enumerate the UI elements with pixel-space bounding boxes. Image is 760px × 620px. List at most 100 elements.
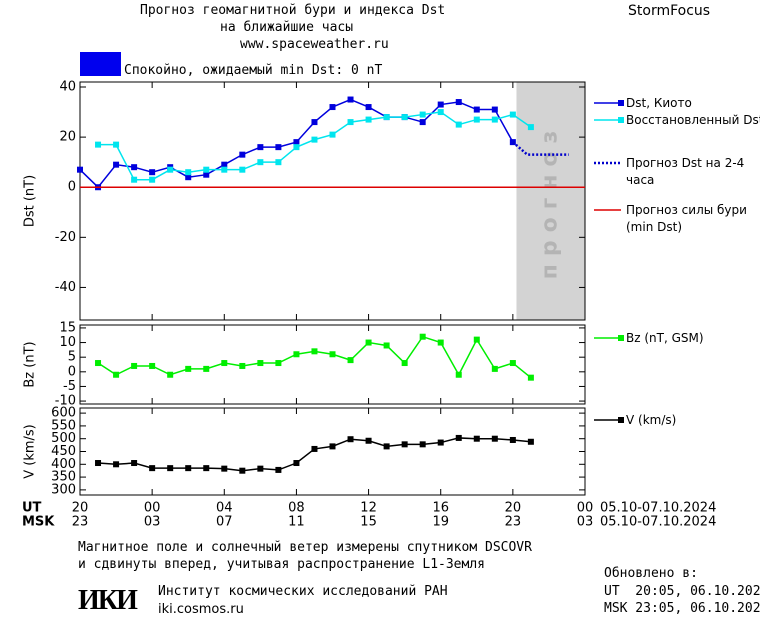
url: www.spaceweather.ru: [240, 37, 389, 52]
y-tick-label: -20: [55, 230, 76, 245]
legend-swatch: [618, 335, 624, 341]
ut-label: UT: [22, 501, 42, 516]
data-point: [113, 161, 120, 168]
legend-label: V (km/s): [626, 413, 677, 427]
msk-label: MSK: [22, 515, 55, 530]
data-point: [347, 119, 354, 126]
legend-swatch: [618, 100, 624, 106]
data-point: [149, 176, 156, 183]
updated-msk: MSK 23:05, 06.10.2024: [604, 601, 760, 616]
legend-label: Прогноз Dst на 2-4 часа: [626, 156, 745, 187]
data-point: [491, 365, 498, 372]
data-point: [311, 136, 318, 143]
data-point: [293, 351, 300, 358]
y-tick-label: 400: [51, 457, 76, 472]
y-tick-label: 550: [51, 418, 76, 433]
data-point: [473, 106, 480, 113]
data-point: [491, 435, 498, 442]
legend-swatch: [618, 417, 624, 423]
legend-label: Dst, Киото: [626, 96, 692, 110]
updated-label: Обновлено в:: [604, 566, 698, 581]
data-point: [365, 116, 372, 123]
data-point: [95, 360, 102, 367]
data-point: [347, 357, 354, 364]
data-point: [221, 161, 228, 168]
y-tick-label: 350: [51, 470, 76, 485]
data-point: [383, 443, 390, 450]
data-point: [257, 159, 264, 166]
data-point: [185, 174, 192, 181]
y-tick-label: -40: [55, 280, 76, 295]
data-point: [239, 467, 246, 474]
data-point: [455, 121, 462, 128]
data-point: [311, 445, 318, 452]
title: Прогноз геомагнитной бури и индекса Dst: [140, 3, 446, 18]
data-point: [491, 116, 498, 123]
data-point: [329, 131, 336, 138]
data-point: [77, 166, 83, 173]
data-point: [437, 339, 444, 346]
data-point: [221, 166, 228, 173]
data-point: [239, 151, 246, 158]
x-tick-label: 20: [505, 501, 522, 516]
data-point: [167, 465, 174, 472]
status-indicator: [80, 52, 121, 76]
x-tick-label: 08: [288, 501, 305, 516]
data-point: [149, 362, 156, 369]
data-point: [131, 362, 138, 369]
logo: ИКИ: [78, 585, 138, 616]
site: iki.cosmos.ru: [158, 602, 244, 617]
data-point: [221, 360, 228, 367]
data-point: [275, 466, 282, 473]
x-tick-label: 16: [432, 501, 449, 516]
y-tick-label: 500: [51, 431, 76, 446]
data-point: [419, 333, 426, 340]
data-point: [401, 114, 408, 121]
x-tick-label-msk: 23: [505, 515, 522, 530]
data-point: [473, 116, 480, 123]
data-point: [365, 437, 372, 444]
legend-label: Bz (nT, GSM): [626, 331, 704, 345]
data-point: [275, 144, 282, 151]
data-point: [203, 465, 210, 472]
data-point: [167, 166, 174, 173]
data-point: [257, 360, 264, 367]
plot-frame: [79, 81, 586, 321]
data-point: [365, 339, 372, 346]
data-point: [437, 109, 444, 116]
legend-label: Восстановленный Dst: [626, 113, 760, 127]
series-line: [97, 437, 531, 472]
data-point: [401, 441, 408, 448]
data-point: [293, 144, 300, 151]
y-tick-label: -5: [63, 379, 76, 394]
y-axis-title: Bz (nT): [23, 341, 38, 387]
plot-frame: [79, 407, 586, 496]
note: и сдвинуты вперед, учитывая распростране…: [78, 557, 485, 572]
plot-frame: [79, 324, 586, 405]
institute: Институт космических исследований РАН: [158, 584, 448, 599]
data-point: [329, 351, 336, 358]
data-point: [419, 111, 426, 118]
data-point: [509, 436, 516, 443]
data-point: [257, 144, 264, 151]
x-tick-label-msk: 23: [72, 515, 89, 530]
data-point: [455, 434, 462, 441]
data-point: [437, 101, 444, 108]
y-tick-label: 0: [68, 180, 76, 195]
data-point: [185, 465, 192, 472]
y-tick-label: 600: [51, 406, 76, 421]
data-point: [491, 106, 498, 113]
data-point: [275, 159, 282, 166]
data-point: [401, 360, 408, 367]
ut-dates: 05.10-07.10.2024: [600, 501, 716, 516]
y-tick-label: 450: [51, 444, 76, 459]
x-tick-label: 00: [144, 501, 161, 516]
forecast-label: прогноз: [538, 123, 563, 280]
y-axis-title: Dst (nT): [23, 175, 38, 227]
data-point: [527, 124, 534, 131]
data-point: [149, 169, 156, 176]
data-point: [257, 465, 264, 472]
data-point: [527, 374, 534, 381]
x-tick-label-msk: 07: [216, 515, 233, 530]
